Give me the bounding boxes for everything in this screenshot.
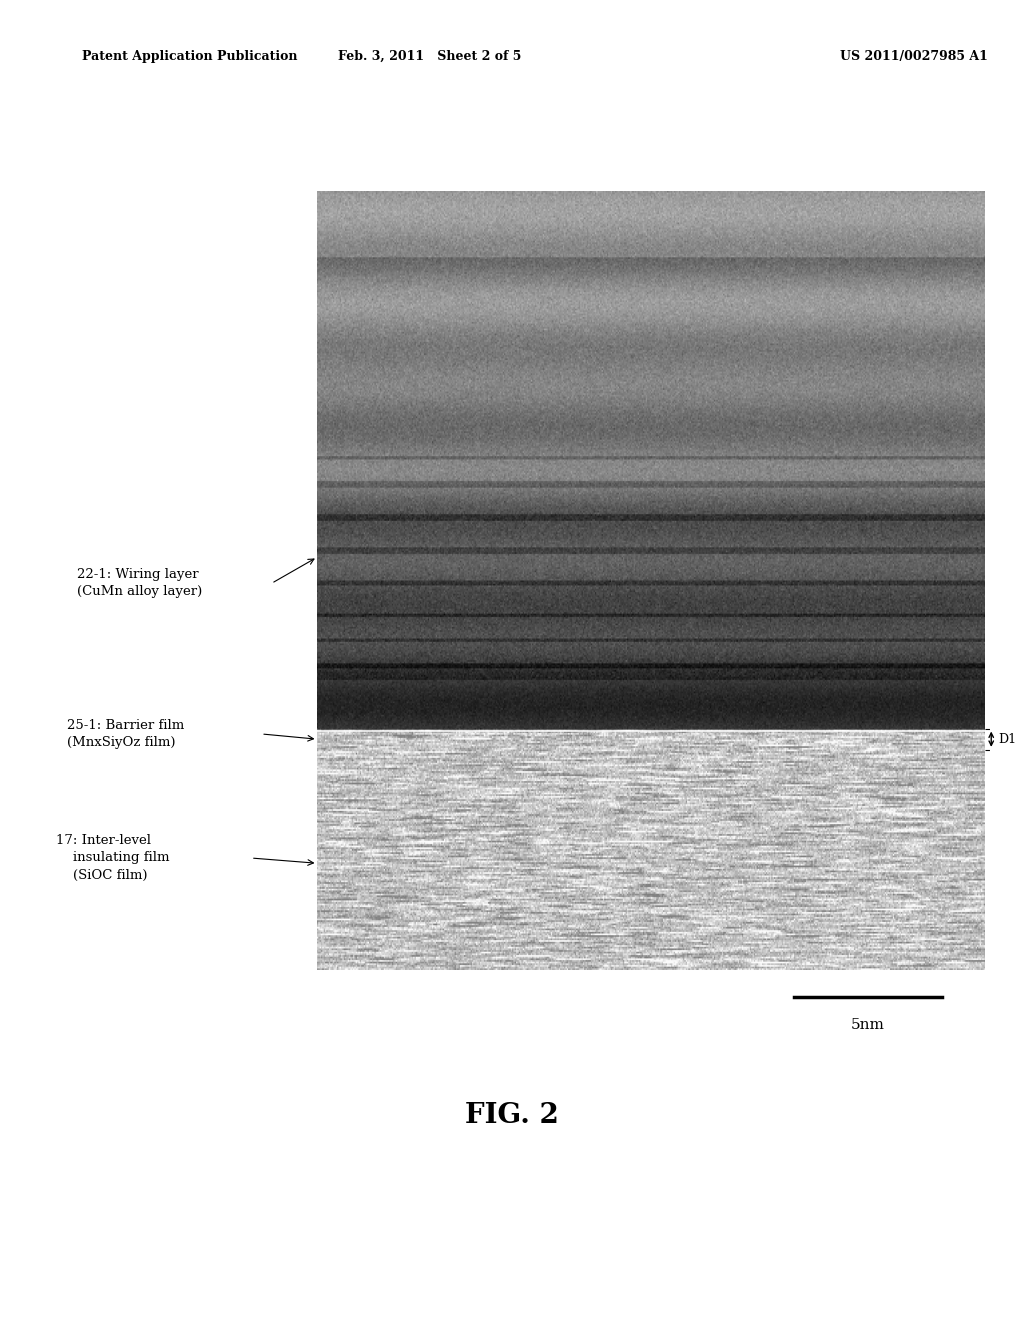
Text: 22-1: Wiring layer
(CuMn alloy layer): 22-1: Wiring layer (CuMn alloy layer) [77, 569, 202, 598]
Text: D1: D1 [998, 733, 1017, 746]
Text: Patent Application Publication: Patent Application Publication [82, 50, 297, 63]
Text: US 2011/0027985 A1: US 2011/0027985 A1 [840, 50, 987, 63]
Text: 25-1: Barrier film
(MnxSiyOz film): 25-1: Barrier film (MnxSiyOz film) [67, 719, 184, 748]
Text: FIG. 2: FIG. 2 [465, 1102, 559, 1129]
Text: Feb. 3, 2011   Sheet 2 of 5: Feb. 3, 2011 Sheet 2 of 5 [338, 50, 522, 63]
Text: 17: Inter-level
    insulating film
    (SiOC film): 17: Inter-level insulating film (SiOC fi… [56, 834, 170, 882]
Text: 5nm: 5nm [851, 1018, 885, 1032]
